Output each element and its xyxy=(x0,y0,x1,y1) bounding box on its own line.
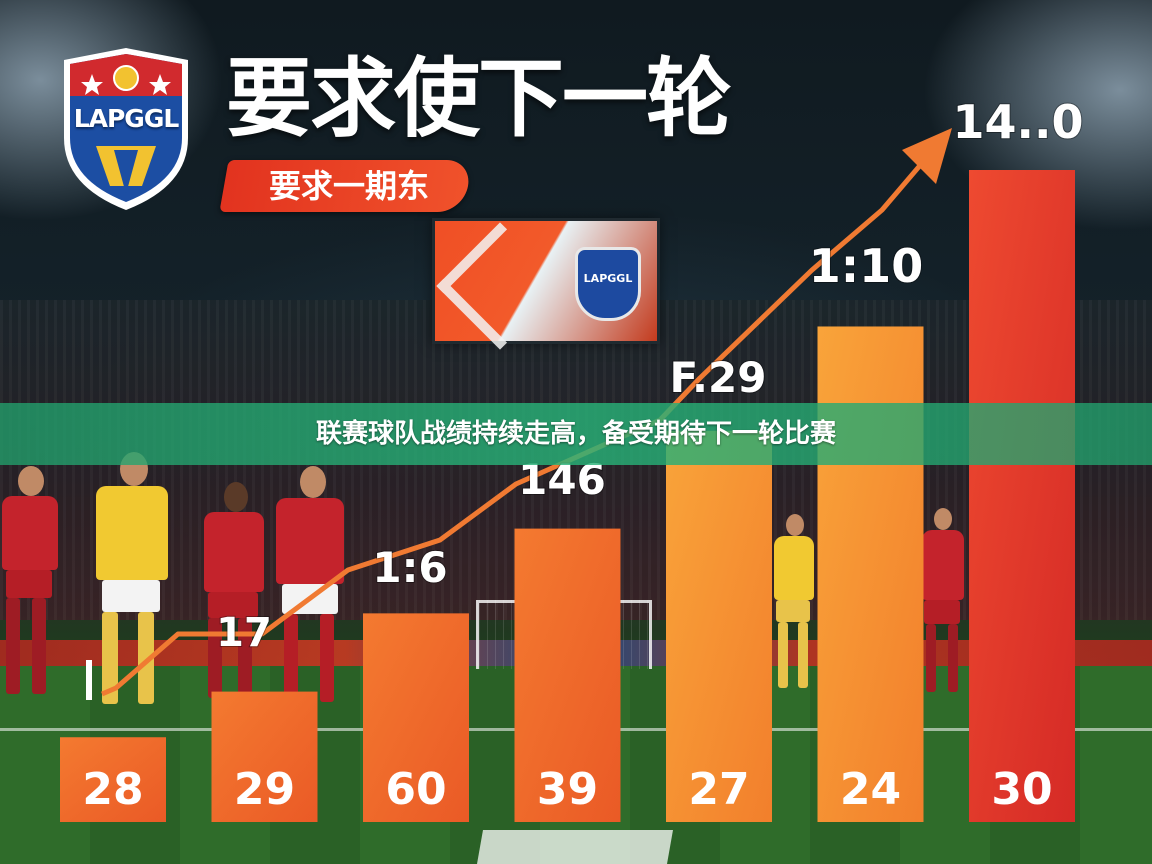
bars-group: 28 29 60 39 27 24 30 xyxy=(60,170,1075,822)
bar xyxy=(363,613,469,822)
trend-point-label: 1:10 xyxy=(809,239,923,293)
player-figure xyxy=(198,482,270,700)
trend-point-label: 17 xyxy=(216,610,272,656)
screen-logo-text: LAPGGL xyxy=(583,272,633,285)
page-title: 要求使下一轮 xyxy=(226,49,732,149)
trend-arrowhead xyxy=(902,128,952,184)
bar xyxy=(817,326,924,822)
league-logo: LAPGGL xyxy=(56,46,196,212)
trend-point-label: 14..0 xyxy=(953,95,1084,149)
bar xyxy=(666,430,772,822)
bar xyxy=(514,528,621,822)
bar xyxy=(969,170,1075,822)
headline-text: 联赛球队战绩持续走高，备受期待下一轮比赛 xyxy=(315,419,836,449)
logo-text: LAPGGL xyxy=(73,104,180,133)
subtitle: 要求一期东 xyxy=(268,167,429,205)
trend-line xyxy=(101,140,942,697)
bar-value-label: 39 xyxy=(537,764,598,815)
player-figure xyxy=(90,452,174,708)
screen-logo-badge: LAPGGL xyxy=(575,247,641,321)
trend-start-marker xyxy=(86,660,92,700)
player-figure xyxy=(772,514,816,690)
bar-value-label: 28 xyxy=(82,764,143,815)
trend-point-label: 1:6 xyxy=(372,543,447,592)
player-figure xyxy=(920,508,966,694)
trend-point-label: F.29 xyxy=(670,353,767,402)
bar-value-label: 30 xyxy=(991,764,1052,815)
shield-icon xyxy=(64,48,188,210)
bar-value-label: 29 xyxy=(234,764,295,815)
bar-value-label: 60 xyxy=(385,764,446,815)
bar xyxy=(211,691,318,822)
bar xyxy=(60,737,166,822)
player-figure xyxy=(0,466,60,700)
headline-banner xyxy=(0,403,1152,465)
bar-value-label: 27 xyxy=(688,764,749,815)
bar-value-label: 24 xyxy=(840,764,901,815)
stadium-screen: LAPGGL xyxy=(432,218,660,350)
